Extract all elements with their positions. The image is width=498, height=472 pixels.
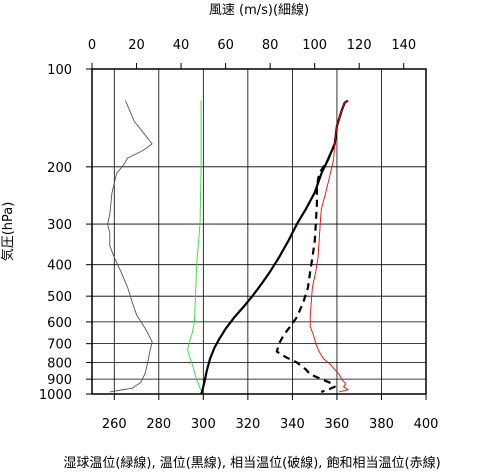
top-axis-tick-label: 140 (391, 38, 416, 53)
y-axis-tick-label: 100 (47, 63, 72, 78)
y-axis-tick-label: 500 (47, 290, 72, 305)
ticks: 0 20 40 60 80 100 120 140 260 280 300 320 340 360 380 4… (39, 38, 439, 432)
saturated-equivalent-potential-temperature-line (309, 100, 349, 393)
grid (92, 68, 427, 395)
y-axis-tick-label: 400 (47, 259, 72, 274)
top-axis-tick-label: 20 (128, 38, 145, 53)
y-axis-tick-label: 600 (47, 316, 72, 331)
y-axis-tick-label: 200 (47, 161, 72, 176)
bottom-axis-tick-label: 320 (235, 417, 260, 432)
y-axis-title: 気圧(hPa) (0, 202, 16, 262)
series-group (107, 99, 349, 395)
top-axis-tick-label: 40 (173, 38, 190, 53)
bottom-axis-tick-label: 260 (102, 417, 127, 432)
y-axis-tick-label: 300 (47, 218, 72, 233)
y-axis-tick-label: 1000 (39, 388, 72, 403)
bottom-axis-tick-label: 340 (280, 417, 305, 432)
top-axis-tick-label: 80 (262, 38, 279, 53)
top-axis-tick-label: 60 (217, 38, 234, 53)
y-axis-tick-label: 900 (47, 373, 72, 388)
bottom-axis-tick-label: 400 (414, 417, 439, 432)
top-axis-tick-label: 120 (347, 38, 372, 53)
wet-bulb-potential-temperature-line (187, 100, 204, 395)
bottom-axis-title: 湿球温位(緑線), 温位(黒線), 相当温位(破線), 飽和相当温位(赤線) (63, 455, 440, 471)
plot-frame (91, 68, 427, 395)
top-axis-title: 風速 (m/s)(細線) (209, 2, 309, 18)
bottom-axis-tick-label: 360 (325, 417, 350, 432)
top-axis-tick-label: 100 (302, 38, 327, 53)
y-axis-tick-label: 700 (47, 338, 72, 353)
top-axis-tick-label: 0 (88, 38, 96, 53)
potential-temperature-line (200, 99, 349, 395)
bottom-axis-tick-label: 300 (191, 417, 216, 432)
equivalent-potential-temperature-line (275, 143, 336, 393)
wind-speed-line (107, 100, 153, 393)
bottom-axis-tick-label: 280 (146, 417, 171, 432)
bottom-axis-tick-label: 380 (369, 417, 394, 432)
y-axis-tick-label: 800 (47, 357, 72, 372)
